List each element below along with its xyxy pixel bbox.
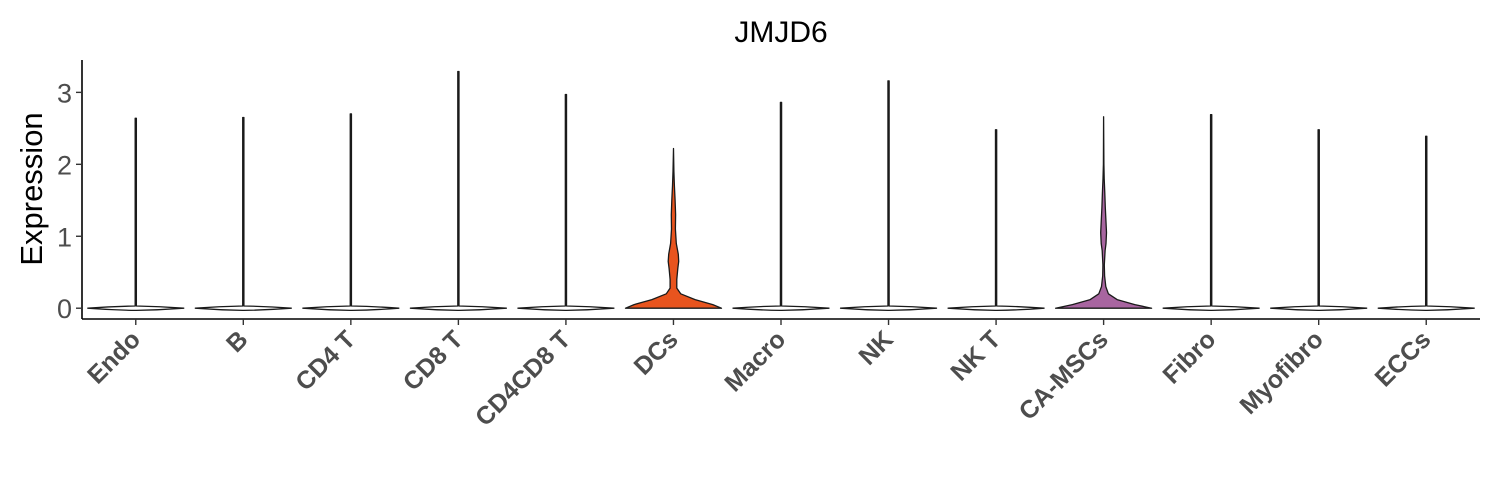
chart-title: JMJD6 <box>734 16 827 49</box>
x-tick-label: NK <box>853 325 898 370</box>
x-tick-label: Endo <box>82 325 146 389</box>
x-tick-label: CD4CD8 T <box>470 325 576 431</box>
y-tick-label: 2 <box>57 150 72 180</box>
violin-cd4cd8-t <box>517 93 615 312</box>
violin-cd4-t <box>302 113 400 312</box>
y-tick-label: 3 <box>57 78 72 108</box>
x-tick-label: NK T <box>945 325 1006 386</box>
violin-endo <box>87 117 185 312</box>
x-tick-label: Myofibro <box>1235 325 1329 419</box>
x-tick-label: CA-MSCs <box>1014 325 1114 425</box>
violin-cd8-t <box>409 70 508 312</box>
violin-eccs <box>1377 135 1475 312</box>
x-tick-label: CD4 T <box>290 325 361 396</box>
violin-nk-t <box>947 129 1045 312</box>
violin-fibro <box>1162 114 1260 312</box>
x-tick-label: CD8 T <box>398 325 469 396</box>
violin-myofibro <box>1270 129 1368 312</box>
plot-area: 0 1 2 3 Endo B CD4 T CD8 T CD4CD8 T DCs Macro NK NK … <box>57 60 1480 432</box>
violin-macro <box>732 101 830 312</box>
x-tick-label: Macro <box>719 325 791 397</box>
y-axis-label: Expression <box>14 112 49 265</box>
x-tick-label: DCs <box>629 325 684 380</box>
violin-ca-mscs <box>1054 116 1153 309</box>
y-tick-label: 1 <box>57 222 72 252</box>
violin-nk <box>839 80 938 312</box>
x-tick-label: Fibro <box>1157 325 1221 389</box>
x-tick-label: B <box>221 325 254 358</box>
x-tick-label: ECCs <box>1370 325 1437 392</box>
y-tick-label: 0 <box>57 294 72 324</box>
violin-b <box>194 116 292 312</box>
violin-dcs <box>624 147 723 309</box>
